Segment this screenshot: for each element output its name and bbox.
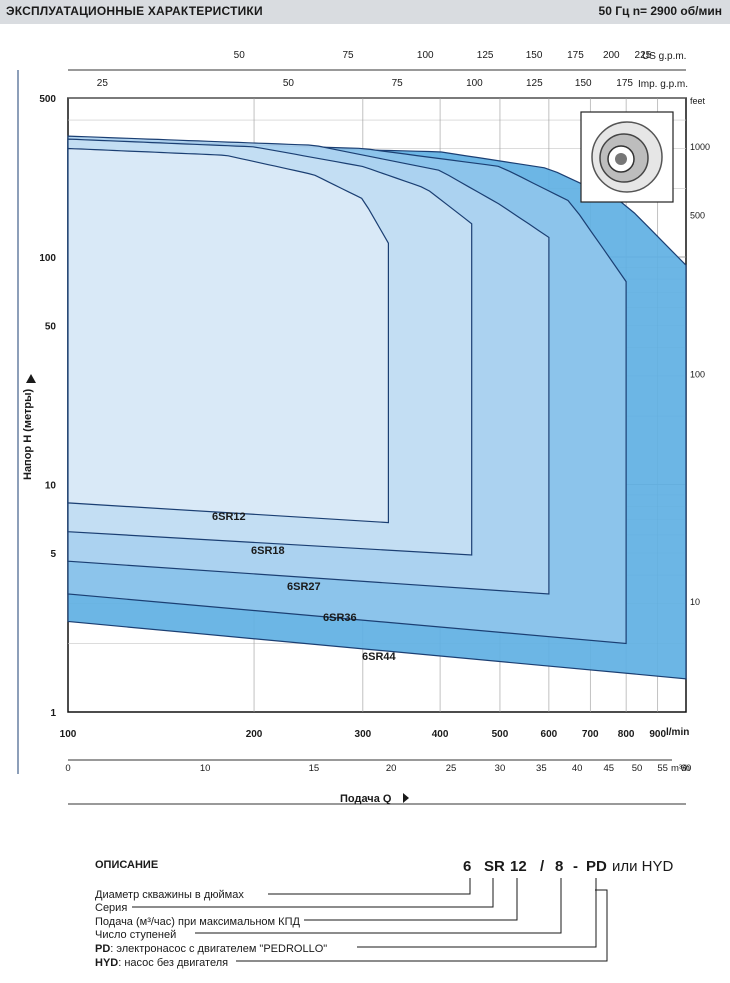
code-slash: / xyxy=(540,858,545,875)
code-series: SR xyxy=(484,858,505,875)
top-tick-imp: 100 xyxy=(466,78,483,89)
x-tick-lmin: 500 xyxy=(492,729,509,740)
code-dash: - xyxy=(573,858,578,875)
x-tick-m3h: 0 xyxy=(65,763,70,774)
desc-leader-line xyxy=(195,878,562,934)
desc-leader-line xyxy=(236,889,608,962)
desc-line-diameter: Диаметр скважины в дюймах xyxy=(95,889,244,901)
desc-leader-line xyxy=(132,878,494,908)
desc-line-pd: PD: электронасос с двигателем "PEDROLLO" xyxy=(95,943,328,955)
y-tick-label: 500 xyxy=(39,94,56,105)
x-tick-m3h: 55 xyxy=(657,763,668,774)
code-diameter: 6 xyxy=(463,858,472,875)
feet-tick-label: 100 xyxy=(690,369,705,379)
top-tick-us: 175 xyxy=(567,50,584,61)
x-tick-lmin: 100 xyxy=(60,729,77,740)
feet-unit-label: feet xyxy=(690,96,706,106)
desc-leader-line xyxy=(357,878,597,948)
y-tick-label: 10 xyxy=(45,481,57,492)
x-tick-lmin: 600 xyxy=(541,729,558,740)
x-tick-lmin: 300 xyxy=(355,729,372,740)
y-tick-label: 1 xyxy=(50,708,56,719)
series-label-6sr27: 6SR27 xyxy=(287,581,321,593)
x-axis-arrow-icon xyxy=(403,793,409,803)
code-alternative: или HYD xyxy=(612,858,674,875)
x-tick-m3h: 40 xyxy=(572,763,583,774)
header-bar: ЭКСПЛУАТАЦИОННЫЕ ХАРАКТЕРИСТИКИ 50 Гц n=… xyxy=(0,0,730,24)
series-label-6sr18: 6SR18 xyxy=(251,545,285,557)
top-tick-imp: 75 xyxy=(392,78,404,89)
description-title: ОПИСАНИЕ xyxy=(95,859,159,871)
desc-leader-line xyxy=(268,878,471,895)
x-unit-m3h: m³/h xyxy=(671,763,690,774)
x-tick-lmin: 200 xyxy=(246,729,263,740)
series-label-6sr12: 6SR12 xyxy=(212,511,246,523)
feet-tick-label: 10 xyxy=(690,597,700,607)
desc-line-hyd: HYD: насос без двигателя xyxy=(95,957,229,969)
top-tick-imp: 50 xyxy=(283,78,295,89)
y-tick-label: 5 xyxy=(50,549,56,560)
x-tick-m3h: 20 xyxy=(386,763,397,774)
series-label-6sr44: 6SR44 xyxy=(362,651,397,663)
desc-leader-line xyxy=(304,878,518,921)
y-axis-label: Напор H (метры) xyxy=(22,389,34,480)
frequency-speed-spec: 50 Гц n= 2900 об/мин xyxy=(598,4,722,18)
y-tick-label: 50 xyxy=(45,321,57,332)
top-unit-imp: Imp. g.p.m. xyxy=(638,79,688,90)
x-tick-m3h: 45 xyxy=(603,763,614,774)
x-unit-lmin: l/min xyxy=(666,727,689,738)
code-stages: 8 xyxy=(555,858,564,875)
x-tick-lmin: 800 xyxy=(618,729,635,740)
feet-tick-label: 1000 xyxy=(690,142,710,152)
impeller-hub xyxy=(615,153,627,165)
top-tick-us: 50 xyxy=(234,50,246,61)
top-unit-us: US g.p.m. xyxy=(642,51,686,62)
x-axis-label: Подача Q xyxy=(340,793,392,805)
top-tick-us: 75 xyxy=(342,50,354,61)
x-tick-m3h: 30 xyxy=(495,763,506,774)
series-area-6sr12 xyxy=(67,147,389,524)
top-tick-imp: 150 xyxy=(575,78,592,89)
top-tick-us: 200 xyxy=(603,50,620,61)
y-axis-arrow-icon xyxy=(26,374,36,383)
desc-line-series: Серия xyxy=(95,902,128,914)
code-motor: PD xyxy=(586,858,607,875)
x-tick-lmin: 400 xyxy=(432,729,449,740)
x-tick-m3h: 10 xyxy=(200,763,211,774)
top-tick-imp: 125 xyxy=(526,78,543,89)
desc-line-stages: Число ступеней xyxy=(95,929,177,941)
x-tick-lmin: 700 xyxy=(582,729,599,740)
top-tick-imp: 25 xyxy=(97,78,109,89)
x-tick-m3h: 25 xyxy=(446,763,457,774)
x-tick-m3h: 35 xyxy=(536,763,547,774)
x-tick-lmin: 900 xyxy=(649,729,666,740)
top-tick-us: 225 xyxy=(635,50,652,61)
desc-line-flow: Подача (м³/час) при максимальном КПД xyxy=(95,916,300,928)
top-tick-us: 100 xyxy=(417,50,434,61)
top-tick-us: 150 xyxy=(526,50,543,61)
top-tick-imp: 175 xyxy=(616,78,633,89)
code-flow: 12 xyxy=(510,858,527,875)
top-tick-us: 125 xyxy=(477,50,494,61)
feet-tick-label: 500 xyxy=(690,210,705,220)
y-tick-label: 100 xyxy=(39,253,56,264)
page-title: ЭКСПЛУАТАЦИОННЫЕ ХАРАКТЕРИСТИКИ xyxy=(6,4,263,18)
x-tick-m3h: 60 xyxy=(681,763,692,774)
x-tick-m3h: 15 xyxy=(309,763,320,774)
series-label-6sr36: 6SR36 xyxy=(323,612,357,624)
x-tick-m3h: 50 xyxy=(632,763,643,774)
